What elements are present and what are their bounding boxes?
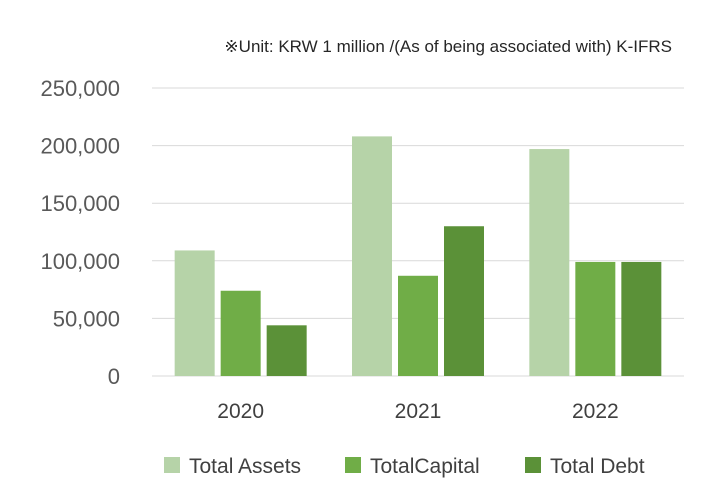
legend-swatch (525, 457, 541, 473)
y-axis-ticks: 0 50,000 100,000 150,000 200,000 250,000 (40, 76, 120, 389)
x-tick-label: 2022 (572, 400, 619, 423)
bar-total-assets-2020 (174, 250, 215, 376)
bar-total-debt-2022 (621, 261, 662, 376)
y-tick-label: 200,000 (40, 134, 120, 159)
bar-total-debt-2020 (266, 325, 307, 376)
bar-total-assets-2022 (529, 149, 570, 376)
y-tick-label: 0 (108, 364, 120, 389)
bar-totalcapital-2022 (575, 261, 616, 376)
x-axis-ticks: 2020 2021 2022 (217, 400, 618, 423)
legend-label: Total Assets (189, 455, 301, 478)
bars (174, 136, 662, 376)
y-tick-label: 250,000 (40, 76, 120, 101)
bar-total-debt-2021 (444, 226, 484, 376)
bar-totalcapital-2021 (398, 275, 438, 376)
x-tick-label: 2020 (217, 400, 264, 423)
legend-swatch (345, 457, 361, 473)
y-tick-label: 150,000 (40, 191, 120, 216)
legend-label: Total Debt (550, 455, 645, 478)
legend: Total Assets TotalCapital Total Debt (164, 455, 645, 478)
unit-note: ※Unit: KRW 1 million /(As of being assoc… (224, 37, 672, 56)
x-tick-label: 2021 (395, 400, 442, 423)
bar-totalcapital-2020 (220, 290, 261, 376)
y-tick-label: 100,000 (40, 249, 120, 274)
bar-total-assets-2021 (352, 136, 392, 376)
legend-swatch (164, 457, 180, 473)
legend-label: TotalCapital (370, 455, 480, 478)
y-tick-label: 50,000 (53, 306, 120, 331)
